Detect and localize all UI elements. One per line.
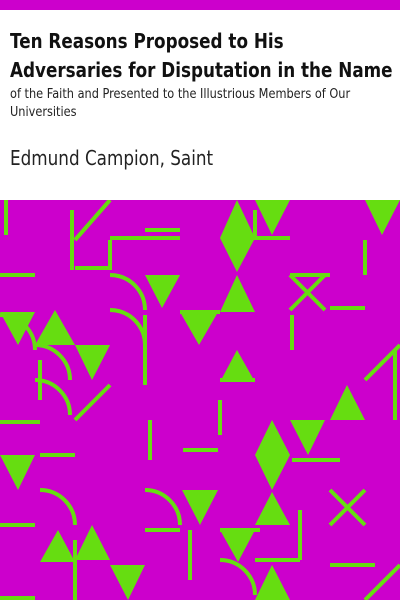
book-subtitle: of the Faith and Presented to the Illust… <box>10 86 351 120</box>
cover-pattern-artwork <box>0 200 400 600</box>
book-title: Ten Reasons Proposed to His Adversaries … <box>10 29 393 82</box>
geometric-pattern <box>0 200 400 600</box>
top-accent-bar <box>0 0 400 10</box>
book-author: Edmund Campion, Saint <box>10 146 214 170</box>
